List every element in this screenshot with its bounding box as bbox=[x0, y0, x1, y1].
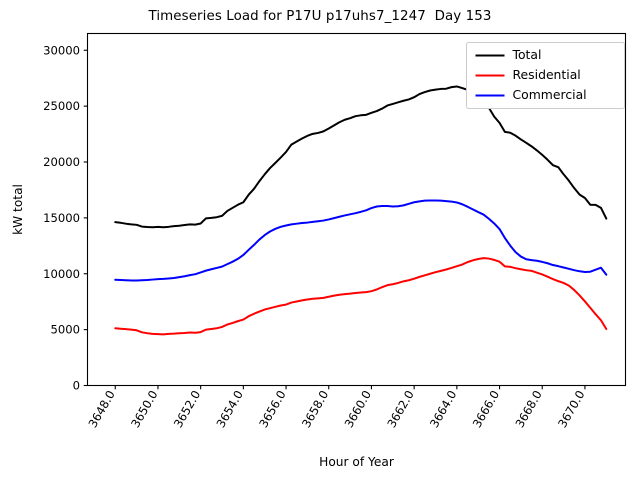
y-tick-label: 20000 bbox=[43, 155, 80, 169]
axis-labels-group: Hour of Year kW total bbox=[11, 184, 395, 469]
x-tick-label: 3654.0 bbox=[214, 388, 246, 430]
series-line-residential bbox=[114, 257, 608, 336]
x-tick-label: 3668.0 bbox=[512, 388, 544, 430]
x-tick-label: 3660.0 bbox=[342, 388, 374, 430]
plot-frame bbox=[86, 32, 627, 387]
y-tick-label: 30000 bbox=[43, 43, 80, 57]
x-tick-label: 3652.0 bbox=[171, 388, 203, 430]
legend-label-residential: Residential bbox=[513, 67, 581, 82]
x-tick-label: 3656.0 bbox=[256, 388, 288, 430]
x-tick-label: 3666.0 bbox=[470, 388, 502, 430]
legend-label-commercial: Commercial bbox=[513, 87, 587, 102]
x-tick-label: 3662.0 bbox=[384, 388, 416, 430]
x-tick-label: 3664.0 bbox=[427, 388, 459, 430]
x-tick-label: 3670.0 bbox=[555, 388, 587, 430]
legend-label-total: Total bbox=[512, 47, 542, 62]
y-tick-label: 25000 bbox=[43, 99, 80, 113]
legend-frame bbox=[466, 42, 625, 109]
axes-group bbox=[86, 32, 627, 387]
y-tick-label: 0 bbox=[73, 379, 80, 393]
x-tick-label: 3658.0 bbox=[299, 388, 331, 430]
x-tick-label: 3648.0 bbox=[85, 388, 117, 430]
chart-title: Timeseries Load for P17U p17uhs7_1247 Da… bbox=[148, 9, 492, 24]
y-axis-title: kW total bbox=[11, 184, 25, 235]
y-tick-label: 15000 bbox=[43, 211, 80, 225]
series-group bbox=[114, 85, 608, 336]
x-tick-label: 3650.0 bbox=[128, 388, 160, 430]
series-line-total bbox=[114, 85, 608, 229]
chart-legend[interactable]: Total Residential Commercial bbox=[466, 42, 625, 109]
series-line-commercial bbox=[114, 199, 608, 282]
y-tick-label: 10000 bbox=[43, 267, 80, 281]
y-tick-label: 5000 bbox=[50, 323, 80, 337]
x-axis-title: Hour of Year bbox=[319, 455, 395, 469]
